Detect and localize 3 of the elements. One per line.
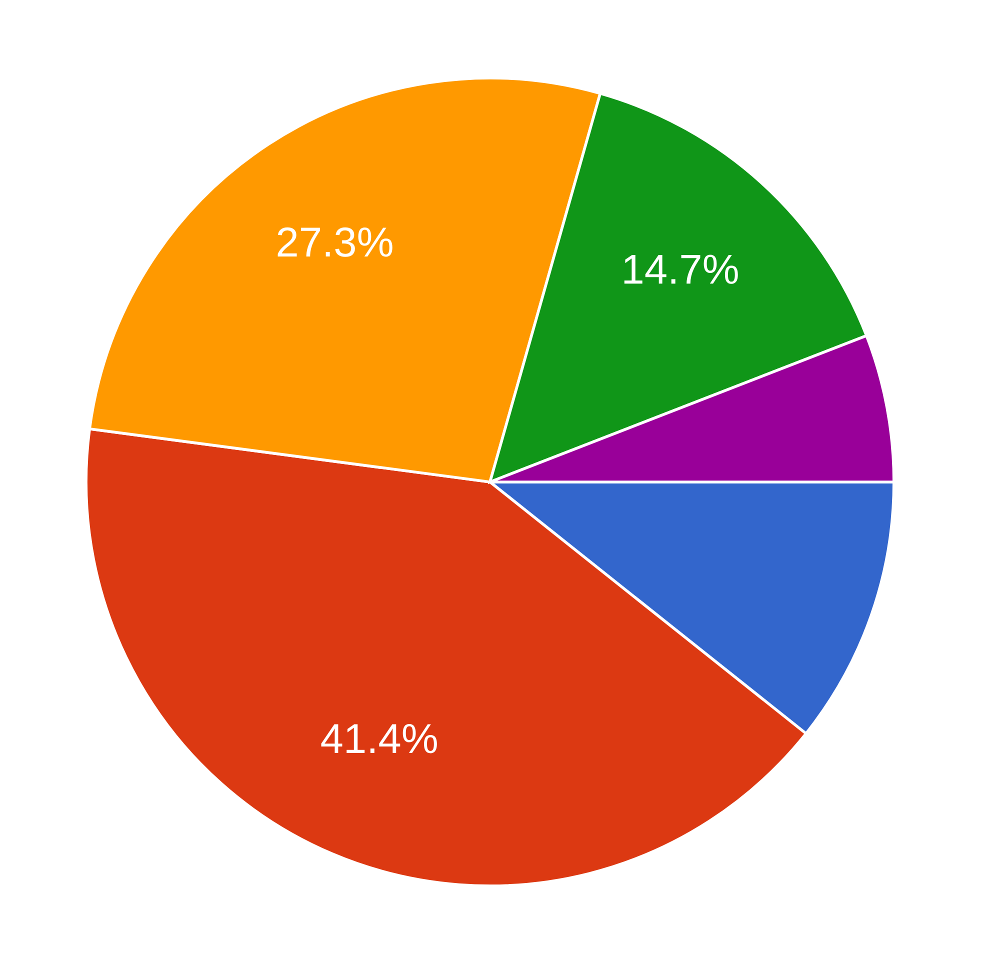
data-label: 41.4%	[321, 724, 437, 754]
data-label: 14.7%	[624, 254, 738, 284]
data-label: 27.3%	[278, 227, 392, 257]
